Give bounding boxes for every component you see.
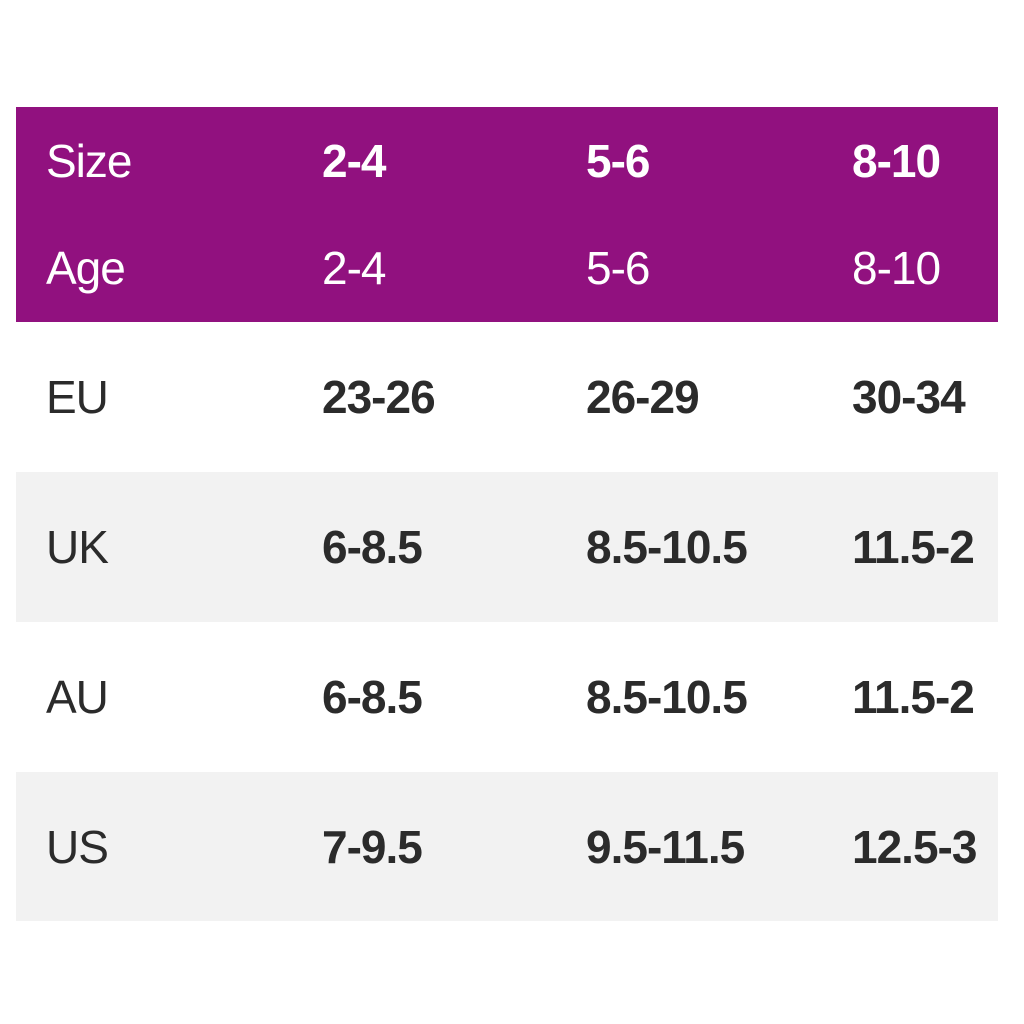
age-value-2: 5-6: [586, 242, 650, 294]
size-value-1: 2-4: [322, 134, 386, 187]
body-row-au: AU 6-8.5 8.5-10.5 11.5-2: [16, 622, 998, 772]
age-value-3: 8-10: [852, 242, 941, 294]
eu-value-1: 23-26: [322, 371, 436, 423]
us-value-1: 7-9.5: [322, 820, 423, 873]
age-value-1: 2-4: [322, 242, 386, 294]
size-value-3: 8-10: [852, 134, 941, 187]
size-value-2: 5-6: [586, 134, 650, 187]
us-value-2: 9.5-11.5: [586, 820, 745, 873]
uk-value-2: 8.5-10.5: [586, 521, 748, 573]
row-label-size: Size: [46, 134, 132, 187]
uk-value-3: 11.5-2: [852, 521, 975, 573]
eu-value-3: 30-34: [852, 371, 966, 423]
eu-value-2: 26-29: [586, 371, 700, 423]
header-row-size: Size 2-4 5-6 8-10: [16, 107, 998, 214]
row-label-eu: EU: [46, 371, 109, 423]
body-row-uk: UK 6-8.5 8.5-10.5 11.5-2: [16, 472, 998, 622]
au-value-1: 6-8.5: [322, 671, 423, 723]
row-label-us: US: [46, 820, 109, 873]
au-value-2: 8.5-10.5: [586, 671, 748, 723]
row-label-au: AU: [46, 671, 109, 723]
au-value-3: 11.5-2: [852, 671, 975, 723]
us-value-3: 12.5-3: [852, 820, 977, 873]
row-label-age: Age: [46, 242, 126, 294]
row-label-uk: UK: [46, 521, 109, 573]
body-row-eu: EU 23-26 26-29 30-34: [16, 322, 998, 472]
header-row-age: Age 2-4 5-6 8-10: [16, 214, 998, 322]
uk-value-1: 6-8.5: [322, 521, 423, 573]
size-conversion-table: Size 2-4 5-6 8-10 Age 2-4 5-6 8-10 EU 23…: [16, 107, 998, 921]
body-row-us: US 7-9.5 9.5-11.5 12.5-3: [16, 772, 998, 921]
